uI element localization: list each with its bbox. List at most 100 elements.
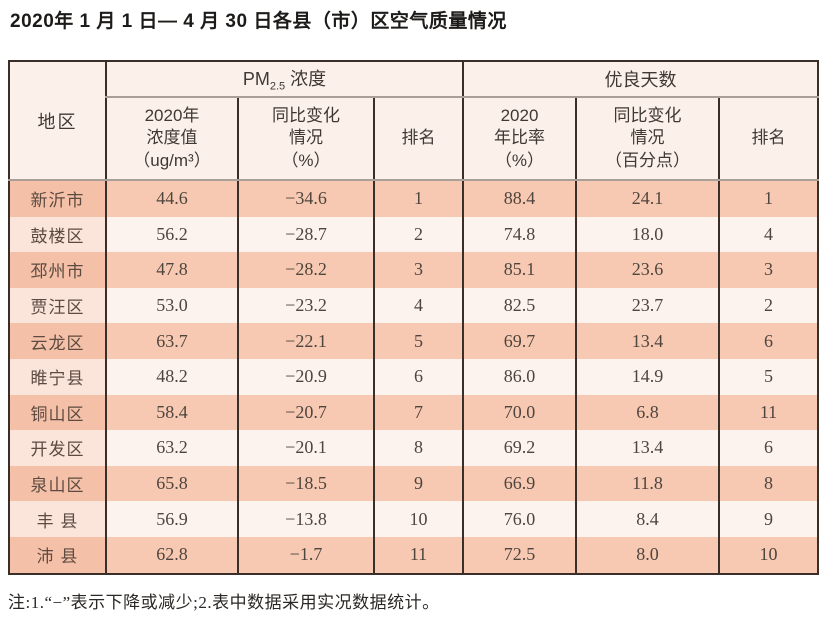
table-row: 云龙区 63.7 −22.1 5 69.7 13.4 6 bbox=[9, 323, 819, 359]
pm-value-cell: 56.9 bbox=[105, 501, 238, 537]
pm-rank-cell: 4 bbox=[373, 287, 463, 324]
pm-value-cell: 48.2 bbox=[105, 358, 238, 395]
table-row: 睢宁县 48.2 −20.9 6 86.0 14.9 5 bbox=[9, 358, 819, 395]
pm-value-cell: 62.8 bbox=[105, 536, 238, 574]
good-days-change-cell: 18.0 bbox=[575, 216, 719, 253]
good-days-rank-cell: 3 bbox=[717, 252, 819, 288]
table-row: 鼓楼区 56.2 −28.7 2 74.8 18.0 4 bbox=[9, 216, 819, 253]
table-row: 沛 县 62.8 −1.7 11 72.5 8.0 10 bbox=[9, 536, 819, 574]
good-days-ratio-cell: 70.0 bbox=[462, 394, 576, 431]
pm-value-cell: 47.8 bbox=[105, 252, 238, 288]
region-cell: 铜山区 bbox=[9, 394, 106, 431]
region-cell: 开发区 bbox=[9, 430, 106, 466]
pm-value-cell: 53.0 bbox=[105, 287, 238, 324]
footnote: 注:1.“−”表示下降或减少;2.表中数据采用实况数据统计。 bbox=[8, 593, 440, 612]
good-days-ratio-cell: 66.9 bbox=[462, 465, 576, 502]
good-days-change-cell: 23.6 bbox=[575, 252, 719, 288]
good-days-rank-cell: 10 bbox=[717, 536, 819, 574]
good-days-change-cell: 24.1 bbox=[575, 180, 719, 217]
table-header: 地区 PM2.5 浓度 优良天数 2020年 浓度值 （ug/m³） 同比变化 … bbox=[9, 61, 819, 181]
pm25-label-prefix: PM bbox=[242, 69, 270, 90]
region-cell: 泉山区 bbox=[9, 465, 106, 502]
air-quality-table: 地区 PM2.5 浓度 优良天数 2020年 浓度值 （ug/m³） 同比变化 … bbox=[8, 60, 820, 575]
table-body: 新沂市 44.6 −34.6 1 88.4 24.1 1 鼓楼区 56.2 −2… bbox=[9, 180, 819, 574]
col-header-good-days-rank: 排名 bbox=[717, 97, 819, 181]
pm-change-cell: −22.1 bbox=[237, 323, 374, 359]
good-days-change-cell: 11.8 bbox=[575, 465, 719, 502]
page-title: 2020年 1 月 1 日— 4 月 30 日各县（市）区空气质量情况 bbox=[10, 11, 507, 32]
header-sub-row: 2020年 浓度值 （ug/m³） 同比变化 情况 （%） 排名 2020 年比… bbox=[9, 97, 819, 181]
col-header-pm-change: 同比变化 情况 （%） bbox=[237, 97, 374, 181]
table-row: 铜山区 58.4 −20.7 7 70.0 6.8 11 bbox=[9, 394, 819, 431]
col-header-good-days-ratio: 2020 年比率 （%） bbox=[462, 97, 576, 181]
good-days-rank-cell: 6 bbox=[717, 323, 819, 359]
col-group-pm25: PM2.5 浓度 bbox=[105, 61, 463, 98]
pm-rank-cell: 5 bbox=[373, 323, 463, 359]
pm-rank-cell: 8 bbox=[373, 430, 463, 466]
region-cell: 鼓楼区 bbox=[9, 216, 106, 253]
pm-change-cell: −20.7 bbox=[237, 394, 374, 431]
pm-value-cell: 65.8 bbox=[105, 465, 238, 502]
good-days-ratio-cell: 69.2 bbox=[462, 430, 576, 466]
pm-change-cell: −13.8 bbox=[237, 501, 374, 537]
good-days-change-cell: 13.4 bbox=[575, 430, 719, 466]
pm25-label-subscript: 2.5 bbox=[269, 80, 286, 93]
table-row: 贾汪区 53.0 −23.2 4 82.5 23.7 2 bbox=[9, 287, 819, 324]
good-days-change-cell: 13.4 bbox=[575, 323, 719, 359]
col-header-region: 地区 bbox=[9, 61, 106, 181]
table-row: 泉山区 65.8 −18.5 9 66.9 11.8 8 bbox=[9, 465, 819, 502]
pm-rank-cell: 9 bbox=[373, 465, 463, 502]
pm-change-cell: −34.6 bbox=[237, 180, 374, 217]
region-cell: 沛 县 bbox=[9, 536, 106, 574]
good-days-ratio-cell: 86.0 bbox=[462, 358, 576, 395]
region-cell: 贾汪区 bbox=[9, 287, 106, 324]
pm-rank-cell: 11 bbox=[373, 536, 463, 574]
pm-change-cell: −20.1 bbox=[237, 430, 374, 466]
col-header-pm-value: 2020年 浓度值 （ug/m³） bbox=[105, 97, 238, 181]
good-days-rank-cell: 6 bbox=[717, 430, 819, 466]
table-row: 开发区 63.2 −20.1 8 69.2 13.4 6 bbox=[9, 430, 819, 466]
good-days-ratio-cell: 76.0 bbox=[462, 501, 576, 537]
good-days-ratio-cell: 85.1 bbox=[462, 252, 576, 288]
table-row: 新沂市 44.6 −34.6 1 88.4 24.1 1 bbox=[9, 180, 819, 217]
region-cell: 邳州市 bbox=[9, 252, 106, 288]
pm-value-cell: 63.7 bbox=[105, 323, 238, 359]
pm-change-cell: −1.7 bbox=[237, 536, 374, 574]
region-cell: 睢宁县 bbox=[9, 358, 106, 395]
col-group-good-days: 优良天数 bbox=[461, 61, 819, 98]
good-days-change-cell: 23.7 bbox=[575, 287, 719, 324]
good-days-ratio-cell: 72.5 bbox=[462, 536, 576, 574]
good-days-change-cell: 14.9 bbox=[575, 358, 719, 395]
table-row: 邳州市 47.8 −28.2 3 85.1 23.6 3 bbox=[9, 252, 819, 288]
good-days-rank-cell: 1 bbox=[717, 180, 819, 217]
pm-rank-cell: 2 bbox=[373, 216, 463, 253]
region-cell: 新沂市 bbox=[9, 180, 106, 217]
pm-change-cell: −20.9 bbox=[237, 358, 374, 395]
pm25-label-suffix: 浓度 bbox=[285, 69, 327, 90]
pm-rank-cell: 10 bbox=[373, 501, 463, 537]
good-days-ratio-cell: 88.4 bbox=[462, 180, 576, 217]
good-days-change-cell: 6.8 bbox=[575, 394, 719, 431]
pm-change-cell: −23.2 bbox=[237, 287, 374, 324]
good-days-rank-cell: 9 bbox=[717, 501, 819, 537]
good-days-ratio-cell: 69.7 bbox=[462, 323, 576, 359]
pm-change-cell: −18.5 bbox=[237, 465, 374, 502]
col-header-pm-rank: 排名 bbox=[373, 97, 463, 181]
good-days-rank-cell: 11 bbox=[717, 394, 819, 431]
good-days-change-cell: 8.0 bbox=[575, 536, 719, 574]
pm-value-cell: 63.2 bbox=[105, 430, 238, 466]
pm-value-cell: 58.4 bbox=[105, 394, 238, 431]
table-row: 丰 县 56.9 −13.8 10 76.0 8.4 9 bbox=[9, 501, 819, 537]
pm-value-cell: 44.6 bbox=[105, 180, 238, 217]
region-cell: 丰 县 bbox=[9, 501, 106, 537]
region-cell: 云龙区 bbox=[9, 323, 106, 359]
pm-value-cell: 56.2 bbox=[105, 216, 238, 253]
pm-change-cell: −28.2 bbox=[237, 252, 374, 288]
header-group-row: 地区 PM2.5 浓度 优良天数 bbox=[9, 61, 819, 181]
pm-rank-cell: 7 bbox=[373, 394, 463, 431]
pm-rank-cell: 3 bbox=[373, 252, 463, 288]
good-days-change-cell: 8.4 bbox=[575, 501, 719, 537]
good-days-rank-cell: 4 bbox=[717, 216, 819, 253]
pm-change-cell: −28.7 bbox=[237, 216, 374, 253]
